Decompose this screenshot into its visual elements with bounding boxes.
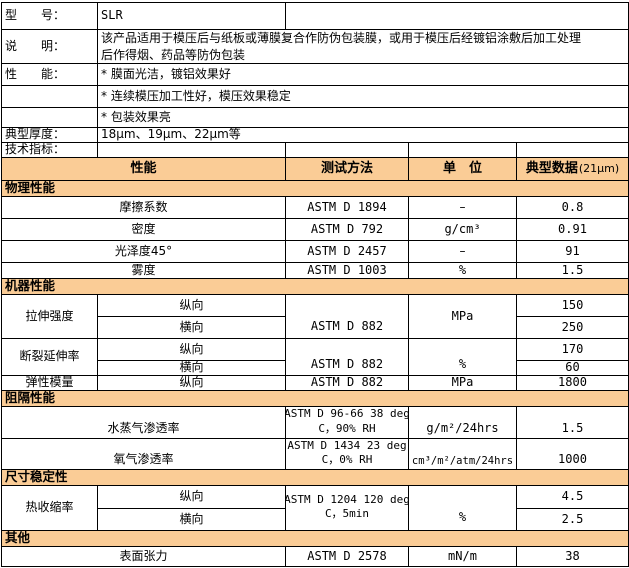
tensile-td-value: 250 [517, 317, 629, 339]
model-empty-cell [286, 3, 629, 30]
description-line2: 后作得烟、药品等防伪包装 [101, 47, 246, 62]
header-typical-data: 典型数据 (21μm) [517, 158, 629, 181]
empty-cell [517, 143, 629, 158]
empty-cell [2, 108, 98, 128]
elongation-md-label: 纵向 [98, 339, 286, 361]
haze-value: 1.5 [517, 263, 629, 279]
tech-indicators-label: 技术指标： [2, 143, 98, 158]
section-other: 其他 [2, 531, 629, 547]
tensile-md-value: 150 [517, 295, 629, 317]
wvtr-name: 水蒸气渗透率 [2, 407, 286, 439]
thickness-label: 典型厚度： [2, 128, 98, 143]
wvtr-value: 1.5 [517, 407, 629, 439]
tensile-td-label: 横向 [98, 317, 286, 339]
shrinkage-md-label: 纵向 [98, 486, 286, 509]
surface-tension-value: 38 [517, 547, 629, 567]
elongation-td-label: 横向 [98, 361, 286, 376]
wvtr-method: ASTM D 96-66 38 deg C，90% RH [286, 407, 409, 439]
model-label: 型 号： [2, 3, 98, 30]
empty-cell [409, 143, 517, 158]
otr-method-line2: C，0% RH [321, 453, 373, 466]
tensile-md-label: 纵向 [98, 295, 286, 317]
shrinkage-td-label: 横向 [98, 509, 286, 531]
elongation-method: ASTM D 882 [286, 339, 409, 376]
empty-cell [286, 143, 409, 158]
wvtr-method-line2: C，90% RH [318, 421, 376, 435]
shrinkage-unit: % [409, 486, 517, 531]
wvtr-method-line1: ASTM D 96-66 38 deg [286, 407, 409, 421]
description-label: 说 明： [2, 30, 98, 64]
gloss-unit: – [409, 241, 517, 263]
density-method: ASTM D 792 [286, 219, 409, 241]
density-name: 密度 [2, 219, 286, 241]
surface-tension-unit: mN/m [409, 547, 517, 567]
shrinkage-method-line2: C，5min [324, 507, 370, 520]
elongation-md-value: 170 [517, 339, 629, 361]
header-typical-data-title: 典型数据 [525, 160, 578, 176]
performance-bullet-1: * 膜面光洁，镀铝效果好 [98, 64, 629, 86]
model-value: SLR [98, 3, 286, 30]
wvtr-unit: g/m²/24hrs [409, 407, 517, 439]
performance-bullet-2: * 连续模压加工性好，模压效果稳定 [98, 86, 629, 108]
section-barrier: 阻隔性能 [2, 391, 629, 407]
performance-bullet-3: * 包装效果亮 [98, 108, 629, 128]
section-dimensional: 尺寸稳定性 [2, 470, 629, 486]
haze-unit: % [409, 263, 517, 279]
otr-name: 氧气渗透率 [2, 439, 286, 470]
shrinkage-method: ASTM D 1204 120 deg C，5min [286, 486, 409, 531]
section-mechanical: 机器性能 [2, 279, 629, 295]
haze-method: ASTM D 1003 [286, 263, 409, 279]
density-unit: g/cm³ [409, 219, 517, 241]
description-line1: 该产品适用于模压后与纸板或薄膜复合作防伪包装膜，或用于模压后经镀铝涂敷后加工处理 [101, 31, 582, 46]
surface-tension-name: 表面张力 [2, 547, 286, 567]
elongation-name: 断裂延伸率 [2, 339, 98, 376]
header-unit: 单 位 [409, 158, 517, 181]
header-typical-data-note: (21μm) [578, 161, 620, 175]
gloss-name: 光泽度45° [2, 241, 286, 263]
modulus-unit: MPa [409, 376, 517, 391]
friction-method: ASTM D 1894 [286, 197, 409, 219]
friction-name: 摩擦系数 [2, 197, 286, 219]
otr-method-line1: ASTM D 1434 23 deg [287, 439, 407, 452]
density-value: 0.91 [517, 219, 629, 241]
empty-cell [2, 86, 98, 108]
friction-unit: – [409, 197, 517, 219]
modulus-method: ASTM D 882 [286, 376, 409, 391]
modulus-md-label: 纵向 [98, 376, 286, 391]
gloss-method: ASTM D 2457 [286, 241, 409, 263]
shrinkage-method-line1: ASTM D 1204 120 deg [286, 492, 409, 506]
otr-unit: cm³/m²/atm/24hrs [409, 439, 517, 470]
haze-name: 雾度 [2, 263, 286, 279]
shrinkage-md-value: 4.5 [517, 486, 629, 509]
elongation-unit: % [409, 339, 517, 376]
shrinkage-td-value: 2.5 [517, 509, 629, 531]
friction-value: 0.8 [517, 197, 629, 219]
otr-value: 1000 [517, 439, 629, 470]
tensile-name: 拉伸强度 [2, 295, 98, 339]
tensile-method: ASTM D 882 [286, 295, 409, 339]
modulus-value: 1800 [517, 376, 629, 391]
section-physical: 物理性能 [2, 181, 629, 197]
tensile-unit: MPa [409, 295, 517, 339]
thickness-value: 18μm、19μm、22μm等 [98, 128, 629, 143]
header-property: 性能 [2, 158, 286, 181]
shrinkage-name: 热收缩率 [2, 486, 98, 531]
empty-cell [98, 143, 286, 158]
gloss-value: 91 [517, 241, 629, 263]
otr-method: ASTM D 1434 23 deg C，0% RH [286, 439, 409, 470]
header-test-method: 测试方法 [286, 158, 409, 181]
description-text: 该产品适用于模压后与纸板或薄膜复合作防伪包装膜，或用于模压后经镀铝涂敷后加工处理… [98, 30, 629, 64]
elongation-td-value: 60 [517, 361, 629, 376]
modulus-name: 弹性模量 [2, 376, 98, 391]
surface-tension-method: ASTM D 2578 [286, 547, 409, 567]
performance-label: 性 能： [2, 64, 98, 86]
